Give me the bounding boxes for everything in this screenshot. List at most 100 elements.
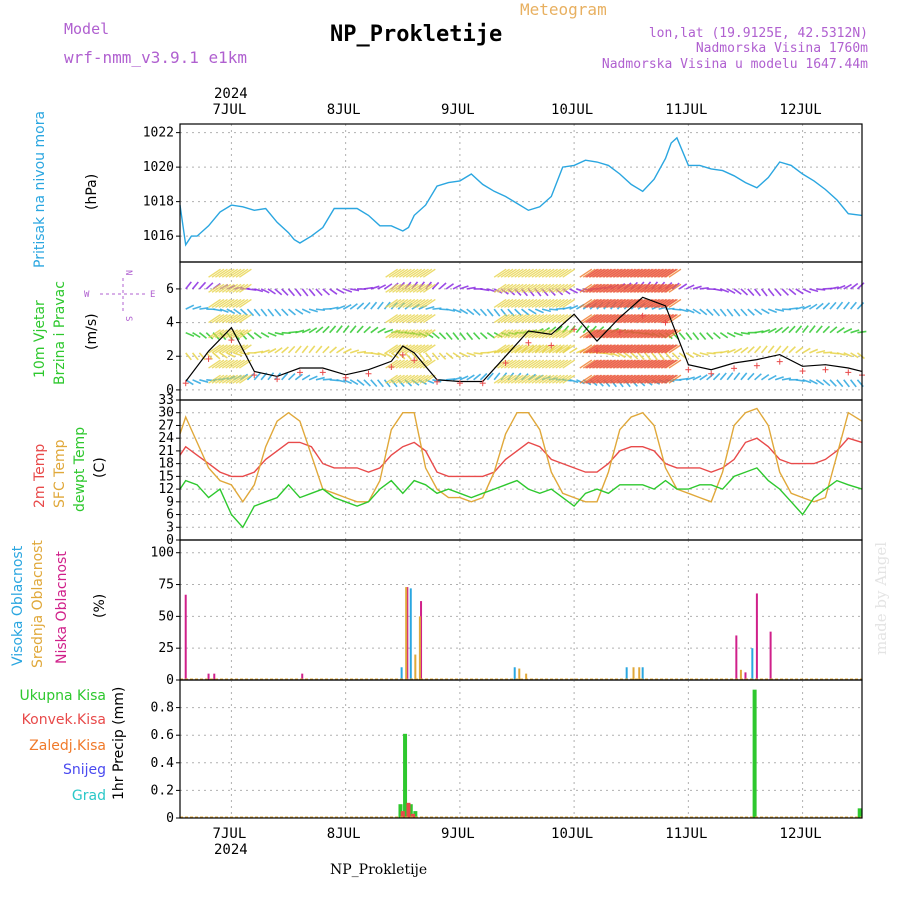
wind-barb [343,348,352,354]
wind-barb [630,352,639,360]
wind-barb [616,283,629,293]
wind-barb [388,374,402,384]
y-tick-label: 0.4 [151,756,175,771]
wind-barb [422,329,436,339]
wind-barb [412,359,426,369]
bottom-day-label: 9JUL [441,826,475,842]
wind-barb [412,268,426,278]
wind-barb [685,332,693,341]
wind-barb [555,268,569,278]
wind-barb [343,379,352,385]
precip-legend-item: Snijeg [63,762,106,778]
wind-barb [720,349,730,354]
wind-barb [616,329,629,339]
wind-barb [850,329,860,334]
wind-barb [507,359,521,369]
wind-barb [643,329,657,339]
bar [638,667,641,680]
wind-barb [402,314,416,324]
wind-barb [493,329,507,339]
wind-barb [585,344,598,354]
wind-barb [639,344,653,354]
y-tick-label: 3 [166,520,174,535]
wind-barb [225,359,239,369]
bar [413,811,418,818]
wind-barb [582,359,596,369]
wind-barb [395,344,409,354]
wind-barb [760,345,768,354]
wind-barb [422,374,436,384]
wind-barb [507,283,521,293]
wind-barb [558,359,572,369]
wind-barb [405,268,419,278]
wind-barb [274,347,283,354]
wind-barb [754,288,761,297]
bar [403,733,408,818]
wind-barb [849,379,857,388]
wind-barb [541,314,555,324]
wind-barb [626,374,640,384]
wind-barb [431,352,439,361]
wind-barb [660,314,674,324]
wind-barb [431,281,440,290]
bar [632,667,635,680]
wind-barb [558,314,572,324]
top-day-label: 12JUL [780,102,822,118]
wind-barb [555,283,569,293]
wind-barb [232,268,245,278]
wind-barb [653,374,667,384]
wind-barb [626,344,640,354]
wind-barb [562,344,576,354]
wind-barb [294,308,304,315]
y-tick-label: 15 [158,469,174,484]
wind-barb [609,314,622,324]
wind-barb [576,348,585,354]
wind-barb [588,329,602,339]
wind-barb [466,352,476,357]
wind-barb [644,352,652,361]
wind-barb [497,283,510,293]
wind-barb [605,359,619,369]
wind-barb [576,288,586,293]
wind-barb [504,268,517,278]
wind-compass: W E N S [84,270,155,321]
wind-barb [668,283,682,293]
wind-barb [199,307,209,310]
wind-barb [517,298,531,309]
wind-barb [775,308,785,312]
wind-barb [528,268,541,278]
wind-barb [363,301,371,310]
bar [418,616,421,680]
pressure-panel: 1016 1018 1020 1022 [143,123,863,263]
wind-barb [595,344,609,354]
wind-barb [555,359,569,369]
wind-barb [315,288,323,297]
wind-barb [541,344,555,354]
bar [751,648,754,680]
wind-barb [538,268,552,278]
wind-barb [493,308,501,317]
wind-barb [521,314,534,324]
wind-barb [385,283,399,293]
wind-barb [260,349,270,354]
wind-barb [246,308,255,317]
wind-barb [211,329,225,339]
top-day-label: 11JUL [665,102,707,118]
wind-barb [388,314,402,324]
panel-frame [179,679,863,819]
wind-barb [626,283,640,293]
wind-barb [538,298,552,309]
wind-barb [552,298,565,309]
watermark: made by Angel [872,542,890,655]
wind-barb [843,301,850,310]
wind-barb [605,374,619,384]
wind-barb [402,329,416,339]
wind-barb [221,329,235,339]
wind-barb [487,350,497,354]
wind-barb [480,288,490,292]
wind-barb [802,304,812,310]
wind-barb [398,344,412,354]
wind-barb [424,352,432,361]
wind-barb [534,344,548,354]
